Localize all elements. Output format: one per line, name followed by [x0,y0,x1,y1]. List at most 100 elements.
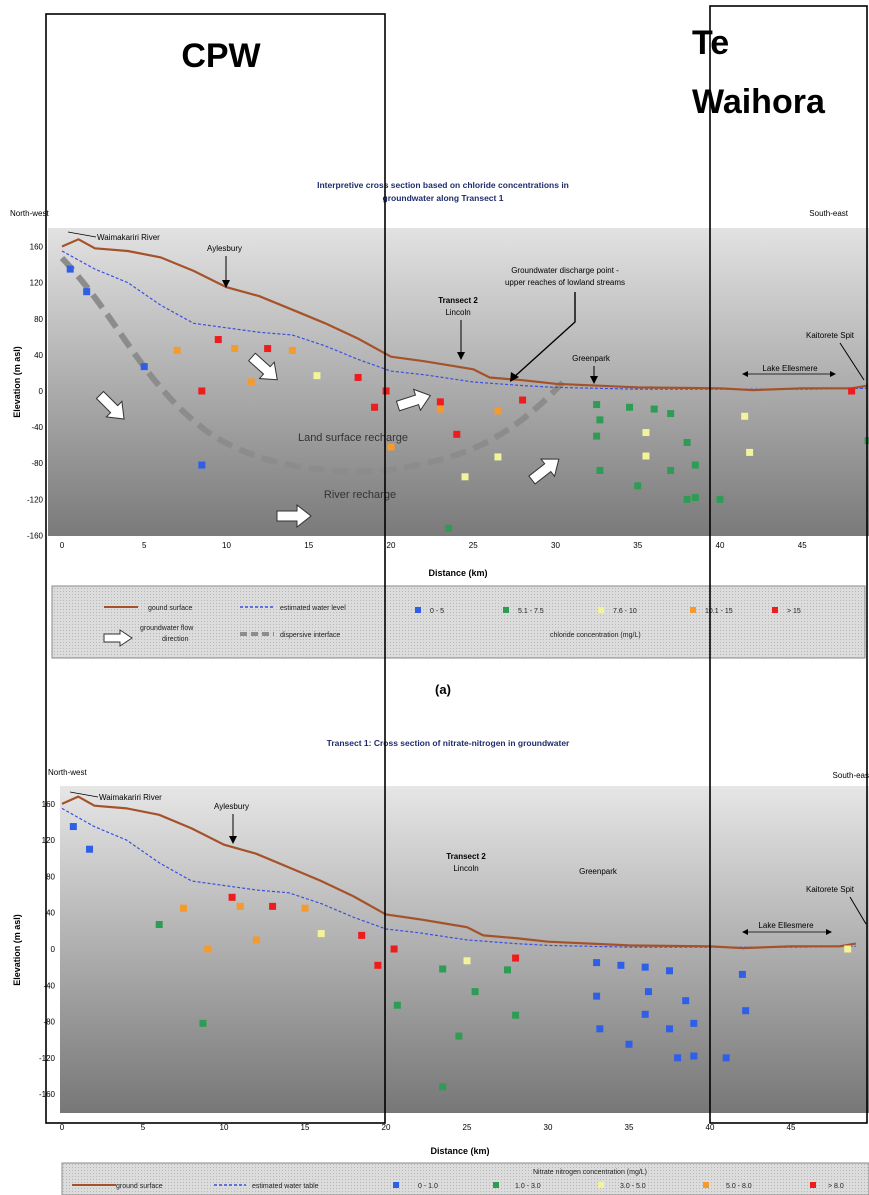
data-point-class-1 [86,845,94,853]
annotation-ellesmere: Lake Ellesmere [758,921,814,930]
flow-arrow [276,503,312,529]
data-point-class-2 [667,466,675,474]
annotations: Waimakariri River Aylesbury Transect 2 L… [67,231,865,501]
y-tick-label: -40 [31,423,43,432]
data-point-class-2 [683,438,691,446]
cpw-label: CPW [181,37,261,75]
x-tick-label: 25 [469,541,478,550]
data-point-class-5 [358,931,366,939]
ground-surface-line [61,238,869,392]
data-point-class-1 [690,1019,698,1027]
data-point-class-5 [436,398,444,406]
corner-label-right: South-eas [833,771,869,780]
chart-nitrate: Transect 1: Cross section of nitrate-nit… [12,738,869,1195]
data-point-class-1 [738,970,746,978]
data-point-class-5 [390,945,398,953]
flow-arrows [95,352,560,529]
x-tick-label: 40 [716,541,725,550]
data-point-class-4 [180,904,187,912]
data-point-class-1 [644,988,652,996]
data-point-class-4 [301,904,309,912]
annotation-transect2: Transect 2 [438,296,478,305]
flow-arrow [395,388,432,412]
legend-class-2: 1.0 - 3.0 [515,1183,541,1190]
data-point-class-4 [204,945,212,953]
data-point-class-5 [269,902,277,910]
data-points [69,823,852,1091]
data-point-class-2 [716,495,724,503]
data-point-class-1 [690,1052,698,1060]
data-point-class-2 [596,416,604,424]
y-tick-label: -80 [43,1018,55,1027]
data-point-class-1 [198,461,206,469]
plot-area [60,786,869,1113]
data-point-class-2 [667,410,675,418]
y-tick-label: 120 [42,836,56,845]
legend-class-5: > 8.0 [828,1183,844,1190]
axis-ticks: 0 5 10 15 20 25 30 35 40 45 160 120 80 40 0 -40 -80 -120 -… [27,243,807,550]
data-point-class-2 [439,965,447,973]
chart-title-line1: Interpretive cross section based on chlo… [317,180,569,190]
data-point-class-2 [455,1032,463,1040]
annotation-waimakariri: Waimakariri River [99,793,162,802]
x-tick-label: 25 [463,1123,472,1132]
data-point-class-5 [519,396,527,404]
annotation-greenpark: Greenpark [572,354,611,363]
flow-arrow [95,390,125,420]
data-point-class-5 [371,403,379,411]
flow-arrow [247,352,278,381]
data-point-class-3 [746,448,754,456]
legend-caption: chloride concentration (mg/L) [550,632,641,639]
data-point-class-2 [596,466,604,474]
water-table-line [61,807,856,948]
legend-class-3: 3.0 - 5.0 [620,1183,646,1190]
annotation-greenpark: Greenpark [579,867,618,876]
annotation-transect2: Transect 2 [446,852,486,861]
data-point-class-1 [641,963,649,971]
legend-class-2: 5.1 - 7.5 [518,608,544,615]
data-point-class-5 [512,954,520,962]
data-point-class-3 [463,957,471,965]
data-point-class-1 [682,997,690,1005]
annotation-land-recharge: Land surface recharge [298,432,408,444]
x-tick-label: 15 [301,1123,310,1132]
y-tick-label: 40 [46,909,55,918]
chart-title-line2: groundwater along Transect 1 [383,193,504,203]
data-point-class-4 [387,443,395,451]
data-point-class-4 [231,345,239,353]
data-point-class-5 [374,961,382,969]
data-point-class-1 [674,1054,682,1062]
x-tick-label: 30 [544,1123,553,1132]
data-point-class-1 [66,265,74,273]
data-point-class-3 [313,372,321,380]
data-point-class-2 [691,461,699,469]
annotation-discharge-line2: upper reaches of lowland streams [505,278,625,287]
data-point-class-2 [634,482,642,490]
x-tick-label: 30 [551,541,560,550]
y-tick-label: -160 [27,531,44,540]
corner-label-left: North-west [10,209,49,218]
data-point-class-5 [848,387,856,395]
annotation-waimakariri: Waimakariri River [97,233,160,242]
data-point-class-2 [445,524,453,532]
data-point-class-2 [512,1011,520,1019]
data-point-class-2 [691,494,699,502]
y-tick-label: 40 [34,351,43,360]
y-tick-label: 0 [51,945,56,954]
y-tick-label: 160 [42,800,56,809]
data-point-class-2 [155,921,163,929]
te-waihora-label-line1: Te [692,24,729,62]
data-point-class-2 [626,403,634,411]
y-tick-label: -40 [43,981,55,990]
legend-class-5: > 15 [787,608,801,615]
plot-area [48,228,869,536]
legend-class-1: 0 - 1.0 [418,1183,438,1190]
x-tick-label: 5 [142,541,147,550]
x-tick-label: 45 [787,1123,796,1132]
data-point-class-2 [593,432,601,440]
y-tick-label: 160 [30,243,44,252]
x-tick-label: 0 [60,1123,65,1132]
legend-ground-surface: gound surface [148,605,192,612]
annotation-kaitorete: Kaitorete Spit [806,885,855,894]
